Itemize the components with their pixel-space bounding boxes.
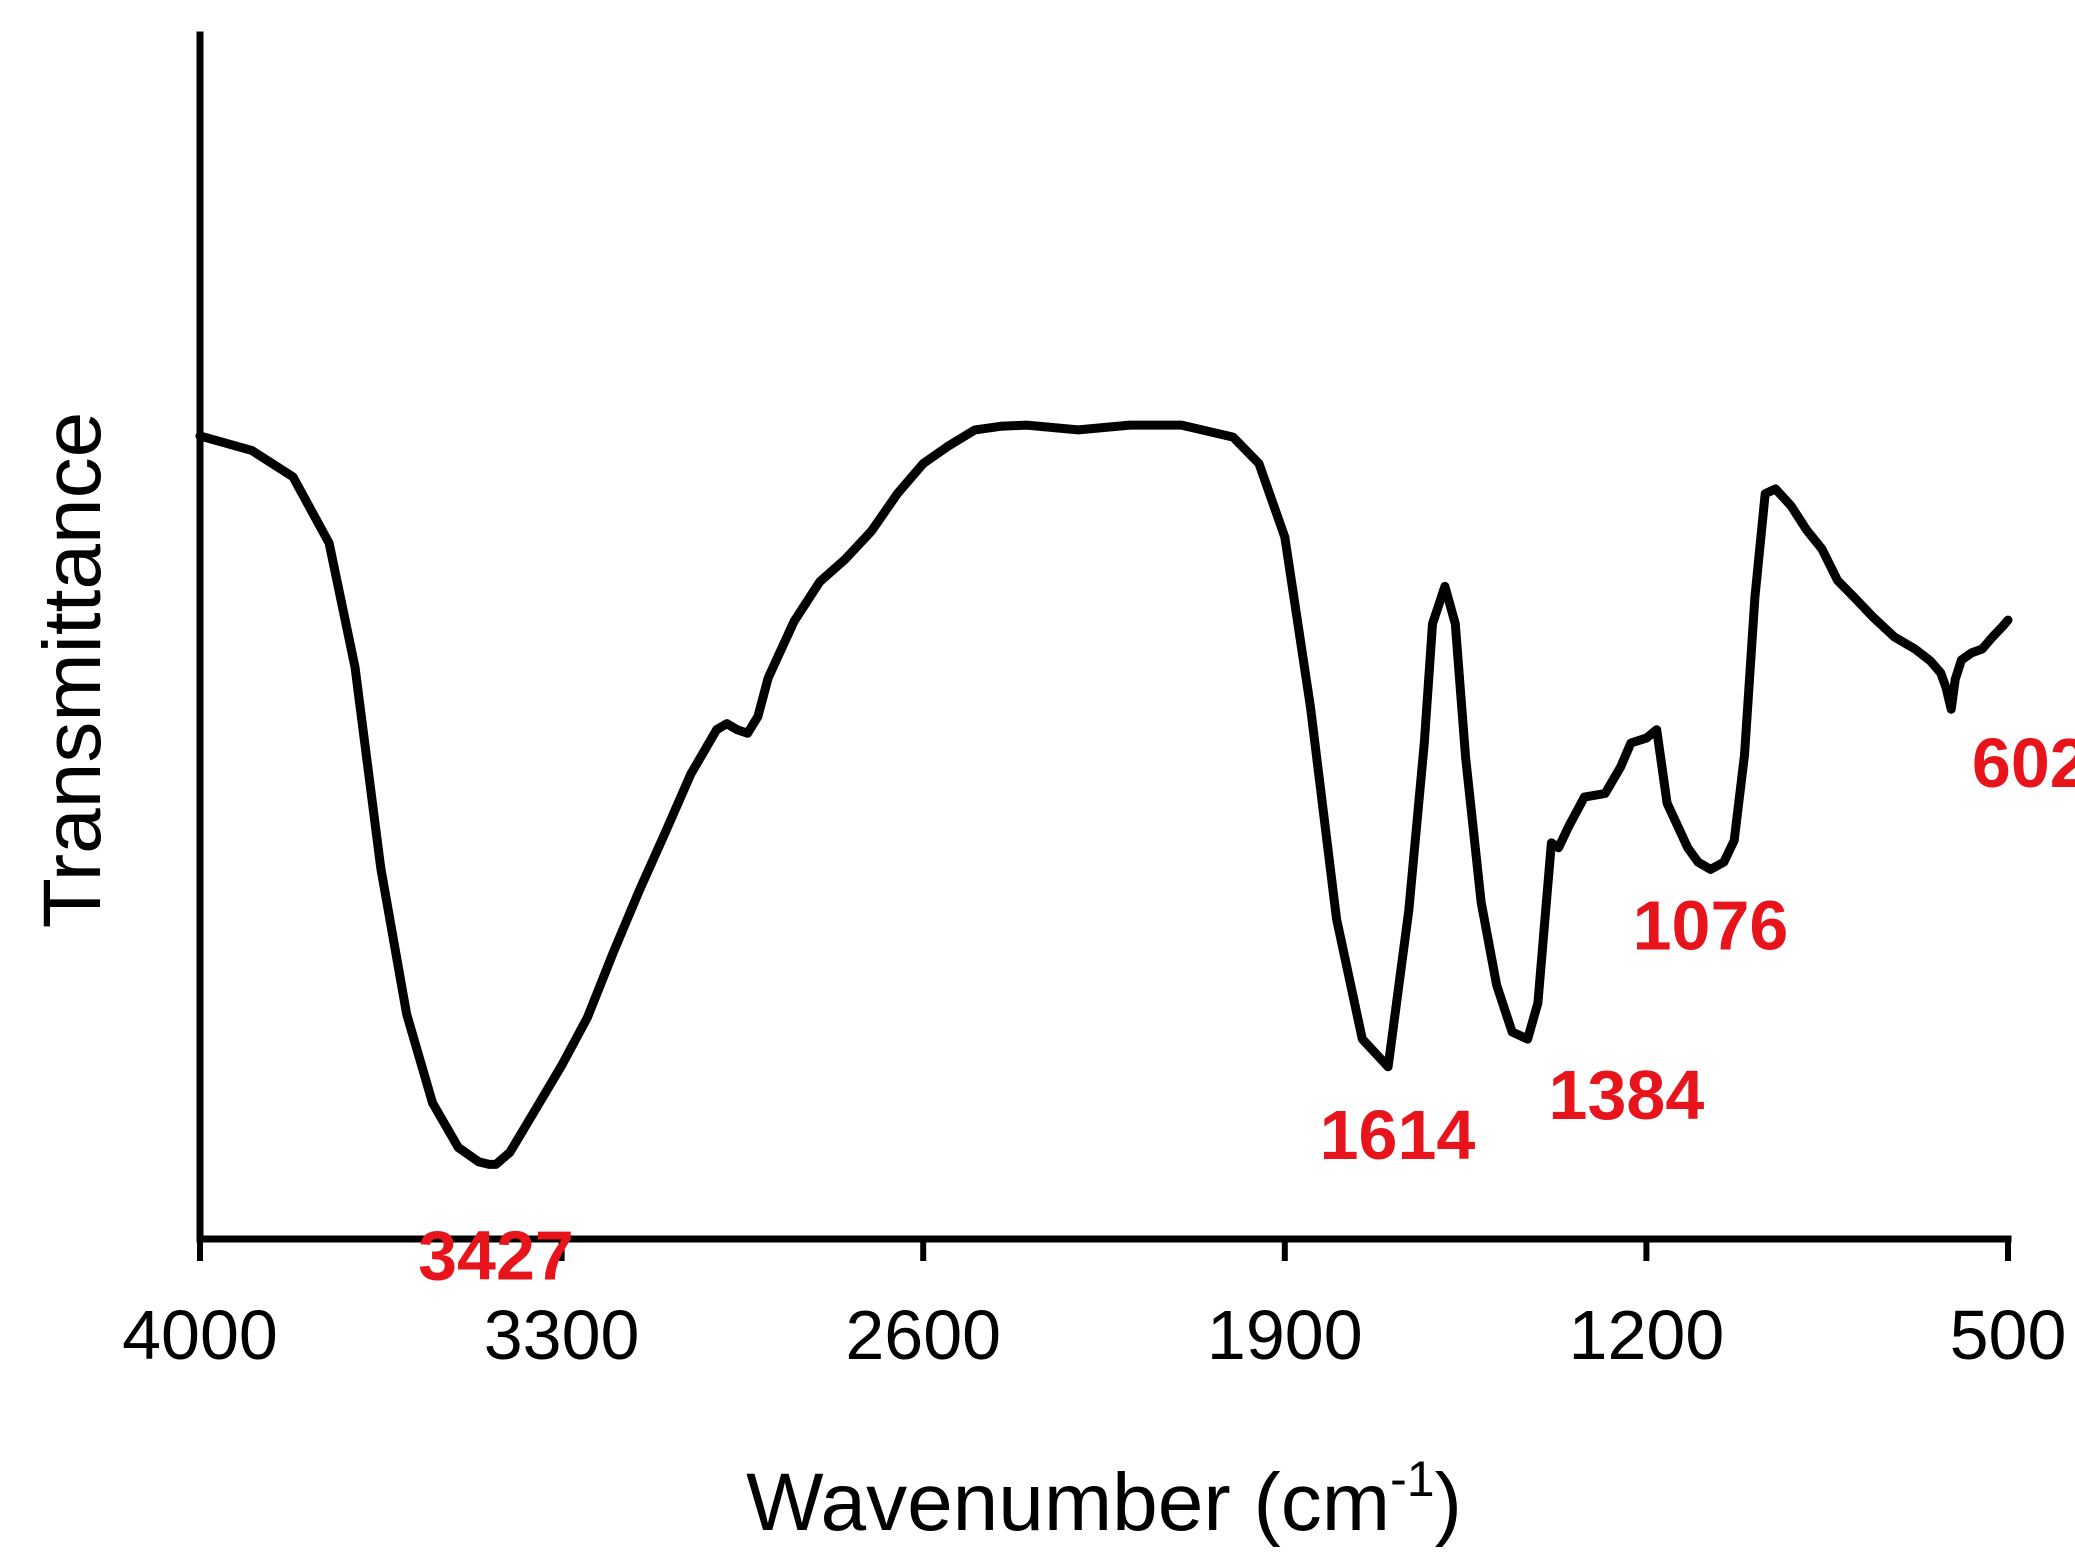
x-tick-label-500: 500 [1950,1296,2067,1374]
peak-label-602: 602 [1972,724,2075,802]
x-axis-ticks: 4000 3300 2600 1900 1200 500 [122,1239,2066,1374]
peak-label-1384: 1384 [1549,1056,1705,1134]
x-tick-label-2600: 2600 [845,1296,1001,1374]
x-tick-label-4000: 4000 [122,1296,278,1374]
x-axis-label-main: Wavenumber (cm [746,1457,1390,1548]
x-tick-label-3300: 3300 [484,1296,640,1374]
x-tick-label-1900: 1900 [1207,1296,1363,1374]
peak-label-1614: 1614 [1320,1096,1476,1174]
peak-annotations: 3427 1614 1384 1076 602 [418,724,2075,1294]
series-line-transmittance [195,420,2013,1169]
x-tick-label-1200: 1200 [1569,1296,1725,1374]
y-axis-label: Transmittance [27,412,118,928]
peak-label-1076: 1076 [1633,886,1789,964]
x-axis-label-superscript: -1 [1390,1451,1434,1507]
x-axis-label-suffix: ) [1435,1457,1462,1548]
peak-label-3427: 3427 [418,1216,574,1294]
x-axis-label: Wavenumber (cm-1) [746,1451,1462,1548]
